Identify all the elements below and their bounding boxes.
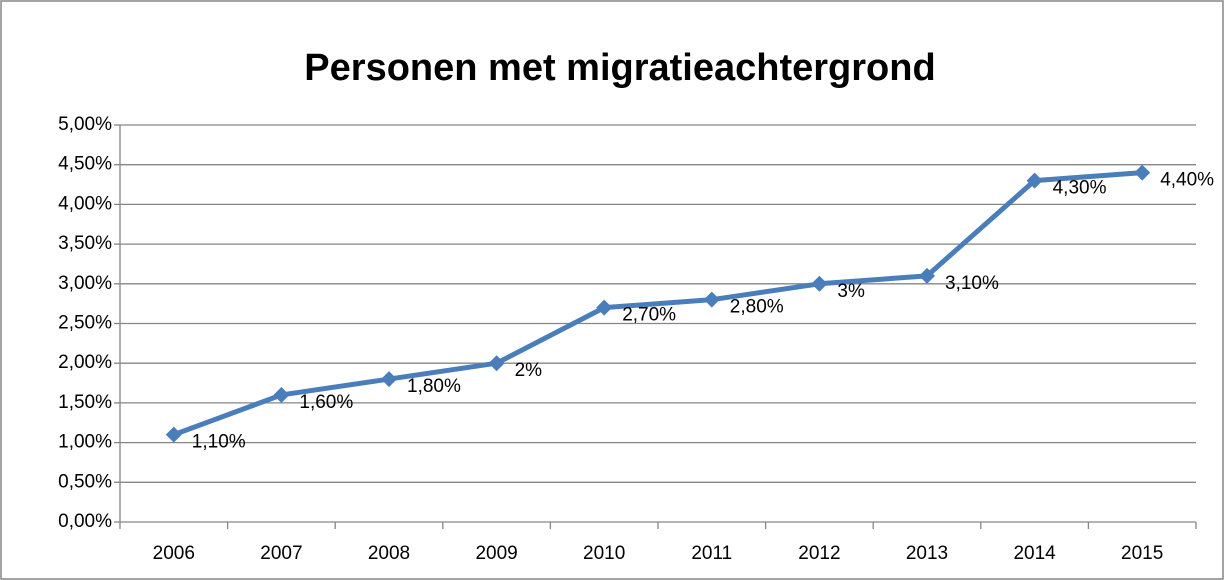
data-label: 1,80% <box>407 376 461 397</box>
x-tick-label: 2014 <box>1013 543 1056 564</box>
x-tick-label: 2011 <box>691 543 732 564</box>
y-tick-label: 0,50% <box>58 471 112 492</box>
data-point <box>703 291 720 308</box>
y-tick-label: 0,00% <box>58 511 112 532</box>
x-tick-label: 2015 <box>1121 543 1163 564</box>
data-point <box>919 267 935 284</box>
x-tick-label: 2007 <box>260 543 302 564</box>
data-label: 3% <box>837 281 865 302</box>
data-label: 4,40% <box>1160 170 1214 191</box>
x-tick-label: 2009 <box>475 543 517 564</box>
y-tick-label: 5,00% <box>58 114 112 135</box>
data-point <box>165 426 182 443</box>
y-tick-label: 2,00% <box>58 352 112 373</box>
data-label: 2% <box>515 360 543 381</box>
data-label: 4,30% <box>1053 178 1107 199</box>
chart-title: Personen met migratieachtergrond <box>304 47 935 89</box>
data-point <box>381 371 397 388</box>
y-tick-label: 4,00% <box>58 193 112 214</box>
data-point <box>811 275 828 292</box>
data-point <box>1026 172 1043 189</box>
data-label: 1,10% <box>192 432 246 453</box>
y-tick-label: 1,50% <box>58 392 112 413</box>
y-tick-label: 3,00% <box>58 273 112 294</box>
series-line <box>172 170 1143 438</box>
data-label: 3,10% <box>945 273 999 294</box>
x-tick-label: 2008 <box>368 543 410 564</box>
data-point <box>488 355 505 372</box>
y-tick-label: 4,50% <box>58 154 112 175</box>
data-label: 2,80% <box>730 297 784 318</box>
data-label: 1,60% <box>299 392 353 413</box>
data-point <box>273 386 290 403</box>
x-tick-label: 2012 <box>798 543 840 564</box>
x-tick-label: 2013 <box>906 543 948 564</box>
y-tick-label: 2,50% <box>58 313 112 334</box>
data-label: 2,70% <box>622 305 676 326</box>
x-tick-label: 2010 <box>583 543 625 564</box>
y-tick-label: 3,50% <box>58 233 112 254</box>
x-tick-label: 2006 <box>153 543 195 564</box>
y-tick-label: 1,00% <box>58 432 112 453</box>
data-point <box>596 299 613 316</box>
data-point <box>1134 164 1151 181</box>
